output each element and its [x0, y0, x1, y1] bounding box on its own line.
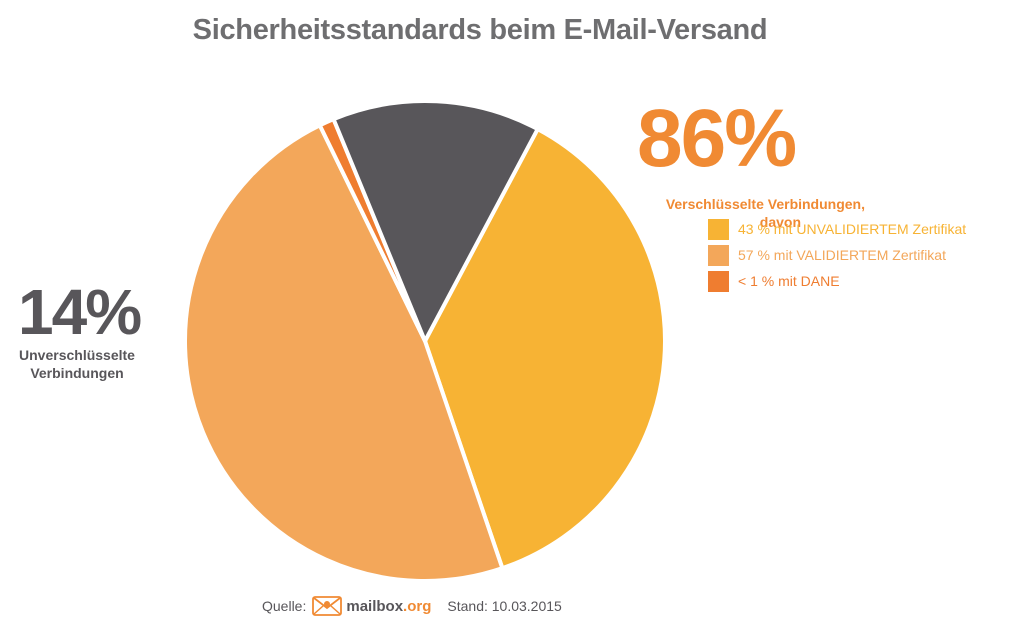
legend-label-validated: 57 % mit VALIDIERTEM Zertifikat: [738, 247, 946, 263]
pie-slice-validated: [183, 123, 505, 583]
legend-item-validated: 57 % mit VALIDIERTEM Zertifikat: [708, 244, 966, 266]
unencrypted-caption: Unverschlüsselte Verbindungen: [12, 346, 142, 382]
pie-slice-unencrypted: [331, 99, 540, 343]
legend-item-dane: < 1 % mit DANE: [708, 270, 966, 292]
legend: 43 % mit UNVALIDIERTEM Zertifikat 57 % m…: [708, 218, 967, 297]
legend-swatch-dane: [708, 270, 729, 292]
encrypted-caption: Verschlüsselte Verbindungen, davon: [630, 195, 865, 231]
encrypted-percentage: 86%: [637, 93, 797, 184]
legend-swatch-validated: [708, 244, 729, 266]
date-stamp: Stand: 10.03.2015: [447, 598, 562, 614]
legend-label-dane: < 1 % mit DANE: [738, 273, 840, 289]
encrypted-caption-line1: Verschlüsselte Verbindungen,: [665, 196, 865, 212]
unencrypted-caption-line1: Unverschlüsselte: [19, 347, 135, 363]
legend-label-unvalidated: 43 % mit UNVALIDIERTEM Zertifikat: [738, 221, 967, 237]
brand-logo-text: mailbox.org: [346, 598, 431, 615]
source-label: Quelle:: [262, 598, 307, 614]
unencrypted-caption-line2: Verbindungen: [30, 365, 124, 381]
footer: Quelle: mailbox.org Stand: 10.03.2015: [262, 594, 562, 618]
pie-slice-unvalidated: [423, 127, 667, 571]
encrypted-caption-line2: davon: [759, 214, 801, 230]
legend-swatch-unvalidated: [708, 218, 729, 240]
legend-item-unvalidated: 43 % mit UNVALIDIERTEM Zertifikat: [708, 218, 967, 240]
chart-title: Sicherheitsstandards beim E-Mail-Versand: [192, 14, 768, 46]
unencrypted-percentage: 14%: [18, 276, 142, 348]
brand-tld: .org: [403, 597, 432, 615]
brand-name: mailbox: [346, 597, 404, 615]
envelope-icon: [312, 596, 343, 616]
